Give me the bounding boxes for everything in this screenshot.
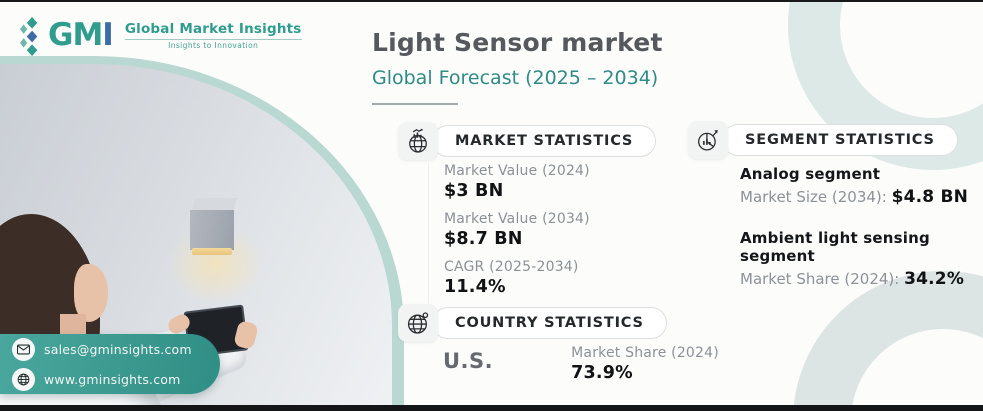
wall-light-beam	[192, 248, 232, 255]
top-border-line	[0, 0, 983, 2]
country-stat-label: Market Share (2024)	[571, 345, 719, 361]
stat-cagr: CAGR (2025-2034) 11.4%	[444, 259, 579, 297]
gmi-logo: GMI Global Market Insights Insights to I…	[20, 16, 302, 56]
country-stat-value: 73.9%	[571, 363, 633, 383]
logo-company-name: Global Market Insights	[124, 21, 302, 37]
contact-badge: sales@gminsights.com www.gminsights.com	[0, 334, 220, 394]
market-statistics-title: MARKET STATISTICS	[432, 125, 657, 157]
segment-analog: Analog segment Market Size (2034): $4.8 …	[740, 165, 969, 207]
page-subtitle: Global Forecast (2025 – 2034)	[372, 67, 659, 89]
email-icon	[12, 337, 35, 361]
logo-text: GMI	[48, 17, 114, 53]
segment-ambient-value: 34.2%	[904, 269, 965, 289]
contact-email-row[interactable]: sales@gminsights.com	[12, 337, 220, 361]
market-statistics-list: Market Value (2024) $3 BN Market Value (…	[428, 163, 590, 307]
country-stat: Market Share (2024) 73.9%	[571, 345, 719, 383]
segment-statistics-title: SEGMENT STATISTICS	[722, 124, 958, 156]
country-statistics-title: COUNTRY STATISTICS	[432, 307, 667, 339]
segment-statistics-list: Analog segment Market Size (2034): $4.8 …	[740, 165, 983, 311]
market-statistics-header: MARKET STATISTICS	[398, 122, 657, 160]
wall-light-fixture	[190, 210, 234, 250]
globe-bar-chart-icon	[398, 122, 438, 160]
woman-face	[74, 264, 108, 322]
country-statistics-content: U.S. Market Share (2024) 73.9%	[443, 345, 719, 383]
subtitle-underline	[372, 103, 458, 105]
contact-website-row[interactable]: www.gminsights.com	[12, 367, 220, 391]
pie-chart-arrow-icon	[688, 121, 728, 159]
segment-analog-label: Market Size (2034):	[740, 188, 892, 206]
contact-email[interactable]: sales@gminsights.com	[44, 341, 192, 357]
stat-market-value-2034: Market Value (2034) $8.7 BN	[444, 211, 590, 249]
website-globe-icon	[12, 367, 35, 391]
contact-website[interactable]: www.gminsights.com	[44, 371, 181, 387]
page-header: Light Sensor market Global Forecast (202…	[372, 28, 663, 105]
bottom-border-line	[0, 405, 983, 411]
page-title: Light Sensor market	[372, 28, 663, 57]
country-name: U.S.	[443, 349, 494, 373]
country-statistics-header: COUNTRY STATISTICS	[398, 304, 667, 342]
segment-statistics-header: SEGMENT STATISTICS	[688, 121, 958, 159]
logo-tagline: Insights to Innovation	[124, 39, 302, 50]
stat-market-value-2024: Market Value (2024) $3 BN	[444, 163, 590, 201]
segment-analog-value: $4.8 BN	[891, 187, 969, 207]
globe-pin-icon	[398, 304, 438, 342]
gmi-diamond-icon	[20, 17, 38, 56]
segment-ambient: Ambient light sensing segment Market Sha…	[740, 229, 965, 289]
segment-ambient-label: Market Share (2024):	[740, 270, 905, 288]
